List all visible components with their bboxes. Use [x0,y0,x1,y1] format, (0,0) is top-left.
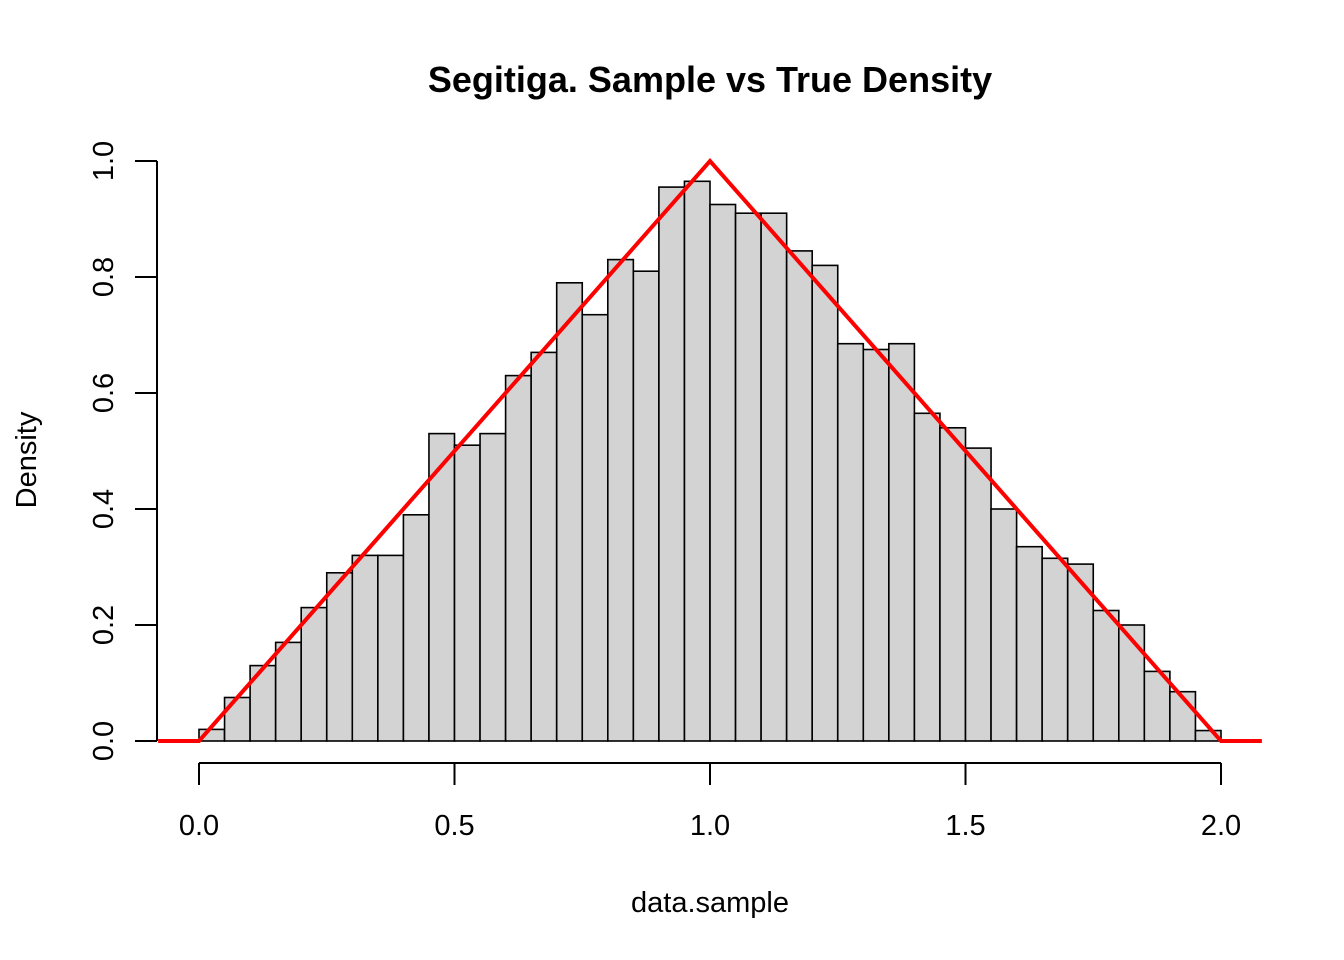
histogram-bar [377,554,405,742]
histogram-bar [632,270,660,742]
histogram-bar [351,554,379,742]
y-tick-label: 0.0 [88,721,120,761]
histogram-bar [1015,545,1043,742]
histogram-bar [274,641,302,742]
histogram-bar [581,313,609,742]
y-axis-title: Density [11,411,43,508]
density-curves [158,157,1262,743]
y-tick-label: 0.4 [88,489,120,529]
y-axis: 0.0 0.2 0.4 0.6 0.8 1.0 [88,141,158,761]
true-density-line [158,157,1262,743]
histogram-bar [606,258,635,742]
histogram-bar [402,513,430,742]
histogram-bar [658,186,686,742]
histogram-bar [530,351,558,742]
x-tick-label: 0.5 [434,810,474,842]
histogram-bar [504,374,532,742]
x-tick-label: 2.0 [1201,810,1241,842]
y-tick-label: 0.8 [88,257,120,297]
histogram-bar [913,412,941,742]
histogram-bar [223,696,251,742]
x-axis: 0.0 0.5 1.0 1.5 2.0 [179,762,1241,842]
chart-title: Segitiga. Sample vs True Density [428,59,992,100]
histogram-bar [1041,557,1069,742]
x-tick-label: 1.0 [690,810,730,842]
histogram-bar [300,606,328,742]
y-tick-label: 0.6 [88,373,120,413]
histogram-bar [1194,729,1222,742]
x-tick-label: 0.0 [179,810,219,842]
histogram-bar [939,426,967,742]
x-axis-title: data.sample [631,887,789,919]
histogram-bar [1143,670,1171,742]
y-tick-label: 0.2 [88,605,120,645]
histogram-bar [453,444,481,742]
y-tick-label: 1.0 [88,141,120,181]
histogram-bar [862,348,890,742]
histogram-bar [811,264,839,742]
histogram-bar [990,508,1018,742]
histogram-bar [1092,609,1120,742]
histogram-bar [479,432,507,742]
histogram-bars [198,180,1222,742]
histogram-bar [683,180,711,742]
histogram-bar [760,212,788,742]
histogram-bar [964,447,992,742]
histogram-bar [785,250,814,742]
histogram-bar [734,212,762,742]
histogram-bar [555,281,584,742]
histogram-bar [325,571,354,742]
histogram-bar [836,342,865,742]
x-tick-label: 1.5 [945,810,985,842]
histogram-bar [888,342,916,742]
histogram-bar [709,203,737,742]
histogram-bar [428,432,456,742]
